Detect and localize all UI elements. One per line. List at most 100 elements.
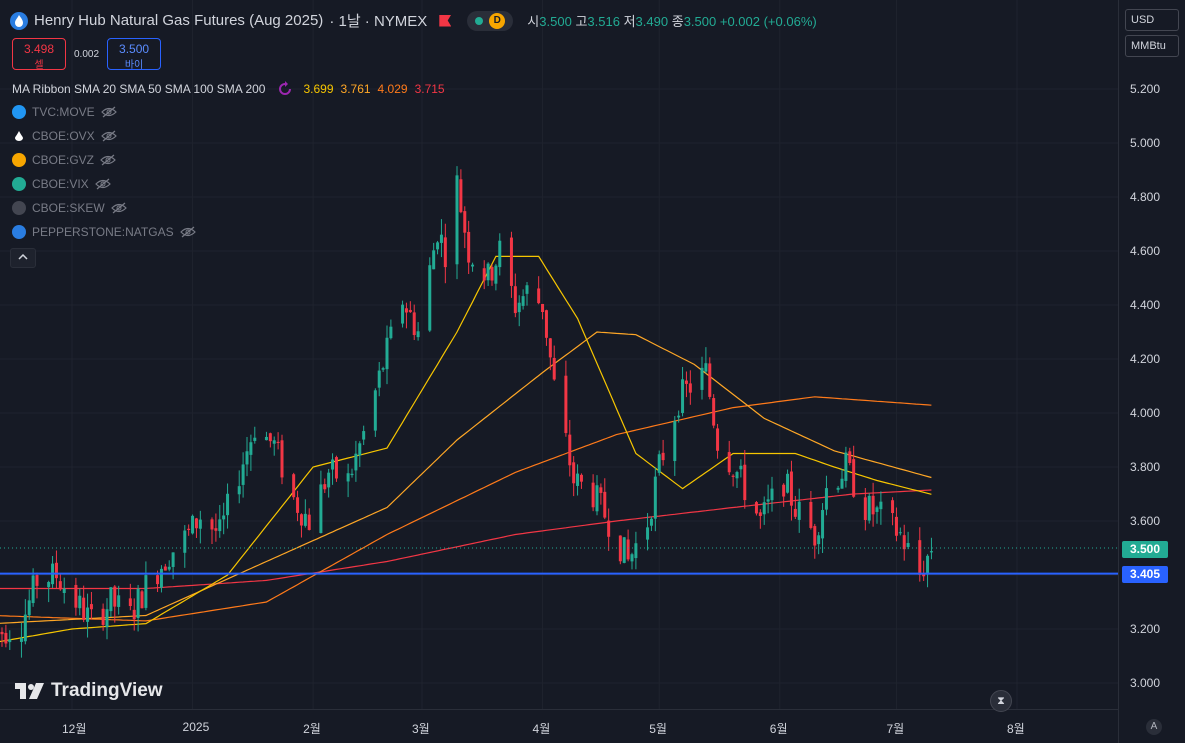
candle-body (439, 234, 443, 243)
candle-body (377, 370, 381, 388)
skew-icon (12, 201, 26, 215)
candle-body (276, 441, 280, 443)
currency-selector[interactable]: USD (1125, 9, 1179, 31)
ma-value: 3.715 (414, 82, 445, 96)
candle-body (171, 552, 175, 567)
price-tick-label: 4.800 (1130, 190, 1161, 204)
candle-body (8, 639, 12, 643)
overlay-item[interactable]: PEPPERSTONE:NATGAS (12, 225, 196, 239)
price-tick-label: 3.000 (1130, 676, 1161, 690)
candle-body (922, 574, 926, 577)
candle-body (362, 431, 366, 440)
candle-body (902, 535, 906, 550)
candle-body (31, 575, 35, 604)
gas-flame-icon (12, 225, 26, 239)
sma100-line (0, 396, 932, 622)
ohlc-values: 시3.500 고3.516 저3.490 종3.500 +0.002 (+0.0… (527, 14, 817, 29)
candle-body (824, 488, 828, 510)
oil-drop-icon (12, 129, 26, 143)
candle-body (712, 398, 716, 426)
candle-body (191, 515, 195, 534)
candle-body (541, 303, 545, 313)
candle-body (253, 437, 257, 441)
candle-body (813, 526, 817, 546)
candle-body (467, 231, 471, 263)
candle-body (459, 179, 463, 213)
vix-icon (12, 177, 26, 191)
interval-exchange[interactable]: · 1날 · NYMEX (329, 13, 428, 30)
sma50-line (0, 331, 932, 624)
candle-body (891, 500, 895, 514)
candle-body (105, 609, 109, 628)
candle-body (700, 367, 704, 390)
unit-selector[interactable]: MMBtu (1125, 35, 1179, 57)
candle-body (113, 586, 117, 607)
candle-body (591, 482, 595, 508)
hourglass-icon[interactable]: ⧗ (990, 690, 1012, 712)
price-tick-label: 5.200 (1130, 82, 1161, 96)
eye-hidden-icon[interactable] (94, 178, 111, 190)
time-tick-label: 4월 (532, 722, 551, 736)
candle-body (35, 575, 39, 586)
buy-button[interactable]: 3.500 바이 (107, 38, 162, 71)
last-price-tag: 3.500 (1122, 541, 1168, 558)
candle-body (576, 473, 580, 486)
candle-body (354, 453, 358, 471)
candle-body (358, 443, 362, 456)
candle-body (373, 390, 377, 431)
gold-bars-icon (12, 153, 26, 167)
eye-hidden-icon[interactable] (110, 202, 127, 214)
candle-body (214, 528, 218, 531)
candle-body (167, 566, 171, 570)
auto-scale-button[interactable]: A (1146, 719, 1162, 735)
candle-body (568, 434, 572, 466)
candle-body (296, 497, 300, 513)
price-tick-label: 4.600 (1130, 244, 1161, 258)
time-tick-label: 8월 (1007, 722, 1025, 736)
collapse-legend-button[interactable] (10, 248, 36, 268)
overlay-item[interactable]: CBOE:VIX (12, 177, 111, 191)
flag-icon[interactable] (439, 14, 452, 27)
overlay-label: CBOE:VIX (32, 177, 89, 191)
symbol-title[interactable]: Henry Hub Natural Gas Futures (Aug 2025) (34, 12, 324, 29)
candle-body (926, 555, 930, 575)
market-status[interactable]: D (467, 10, 514, 31)
candle-body (436, 242, 440, 250)
symbol-header[interactable]: Henry Hub Natural Gas Futures (Aug 2025)… (10, 10, 817, 31)
eye-hidden-icon[interactable] (100, 106, 117, 118)
candle-body (78, 595, 82, 609)
price-axis[interactable] (1118, 0, 1185, 743)
candle-body (894, 516, 898, 536)
price-tick-label: 5.000 (1130, 136, 1161, 150)
candle-body (210, 519, 214, 530)
price-tick-label: 3.600 (1130, 514, 1161, 528)
candle-body (681, 379, 685, 413)
refresh-icon[interactable] (277, 81, 293, 97)
overlay-item[interactable]: CBOE:GVZ (12, 153, 116, 167)
candle-body (47, 582, 51, 588)
candle-body (327, 472, 331, 488)
tradingview-logo[interactable]: TradingView (15, 680, 163, 702)
candle-body (74, 584, 78, 608)
eye-hidden-icon[interactable] (100, 130, 117, 142)
candle-body (875, 507, 879, 512)
candle-body (657, 454, 661, 473)
overlay-item[interactable]: TVC:MOVE (12, 105, 117, 119)
candle-body (0, 631, 4, 635)
eye-hidden-icon[interactable] (100, 154, 116, 166)
sell-button[interactable]: 3.498 셀 (12, 38, 66, 71)
candle-body (334, 457, 338, 479)
eye-hidden-icon[interactable] (179, 226, 196, 238)
candle-body (844, 452, 848, 481)
overlay-item[interactable]: CBOE:SKEW (12, 201, 127, 215)
time-axis[interactable]: 12월 2025 2월 3월 4월 5월 6월 7월 8월 (0, 709, 1118, 743)
overlay-item[interactable]: CBOE:OVX (12, 129, 117, 143)
time-tick-label: 3월 (412, 722, 430, 736)
candle-body (23, 614, 27, 642)
ma-ribbon-legend[interactable]: MA Ribbon SMA 20 SMA 50 SMA 100 SMA 200 … (12, 81, 445, 97)
chevron-up-icon (18, 253, 28, 260)
market-open-icon (475, 16, 484, 25)
chart-grid (0, 0, 1118, 709)
time-tick-label: 7월 (886, 722, 905, 736)
